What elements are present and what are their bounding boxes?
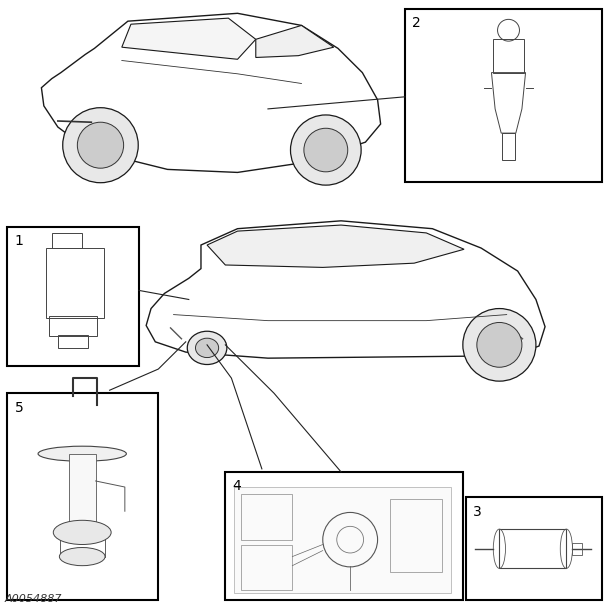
- Circle shape: [463, 309, 536, 381]
- Circle shape: [63, 108, 138, 183]
- Bar: [225, 472, 463, 600]
- Bar: [241, 494, 292, 540]
- Bar: [241, 544, 292, 590]
- Text: 1: 1: [15, 234, 24, 248]
- Bar: [390, 499, 442, 572]
- Bar: [493, 39, 524, 73]
- Ellipse shape: [188, 332, 227, 364]
- Bar: [405, 9, 602, 181]
- Bar: [572, 543, 582, 555]
- Ellipse shape: [60, 548, 105, 566]
- Bar: [52, 233, 82, 248]
- PathPatch shape: [207, 225, 464, 267]
- Bar: [58, 335, 88, 348]
- Bar: [46, 248, 104, 318]
- Text: A0054887: A0054887: [5, 594, 62, 604]
- Bar: [499, 529, 566, 568]
- Bar: [49, 316, 97, 336]
- Bar: [234, 487, 451, 593]
- Text: 3: 3: [473, 505, 482, 518]
- Circle shape: [304, 128, 348, 172]
- Ellipse shape: [38, 446, 127, 461]
- PathPatch shape: [256, 25, 334, 57]
- Circle shape: [77, 122, 124, 168]
- Text: 2: 2: [412, 16, 421, 30]
- Bar: [7, 393, 158, 600]
- Text: 5: 5: [15, 401, 23, 414]
- Text: 4: 4: [233, 479, 241, 493]
- Circle shape: [477, 322, 522, 367]
- Ellipse shape: [54, 520, 111, 544]
- Bar: [7, 227, 139, 366]
- Ellipse shape: [195, 338, 219, 358]
- Bar: [502, 133, 515, 160]
- Circle shape: [290, 115, 361, 185]
- Bar: [466, 497, 602, 600]
- PathPatch shape: [122, 18, 256, 59]
- Bar: [69, 454, 96, 532]
